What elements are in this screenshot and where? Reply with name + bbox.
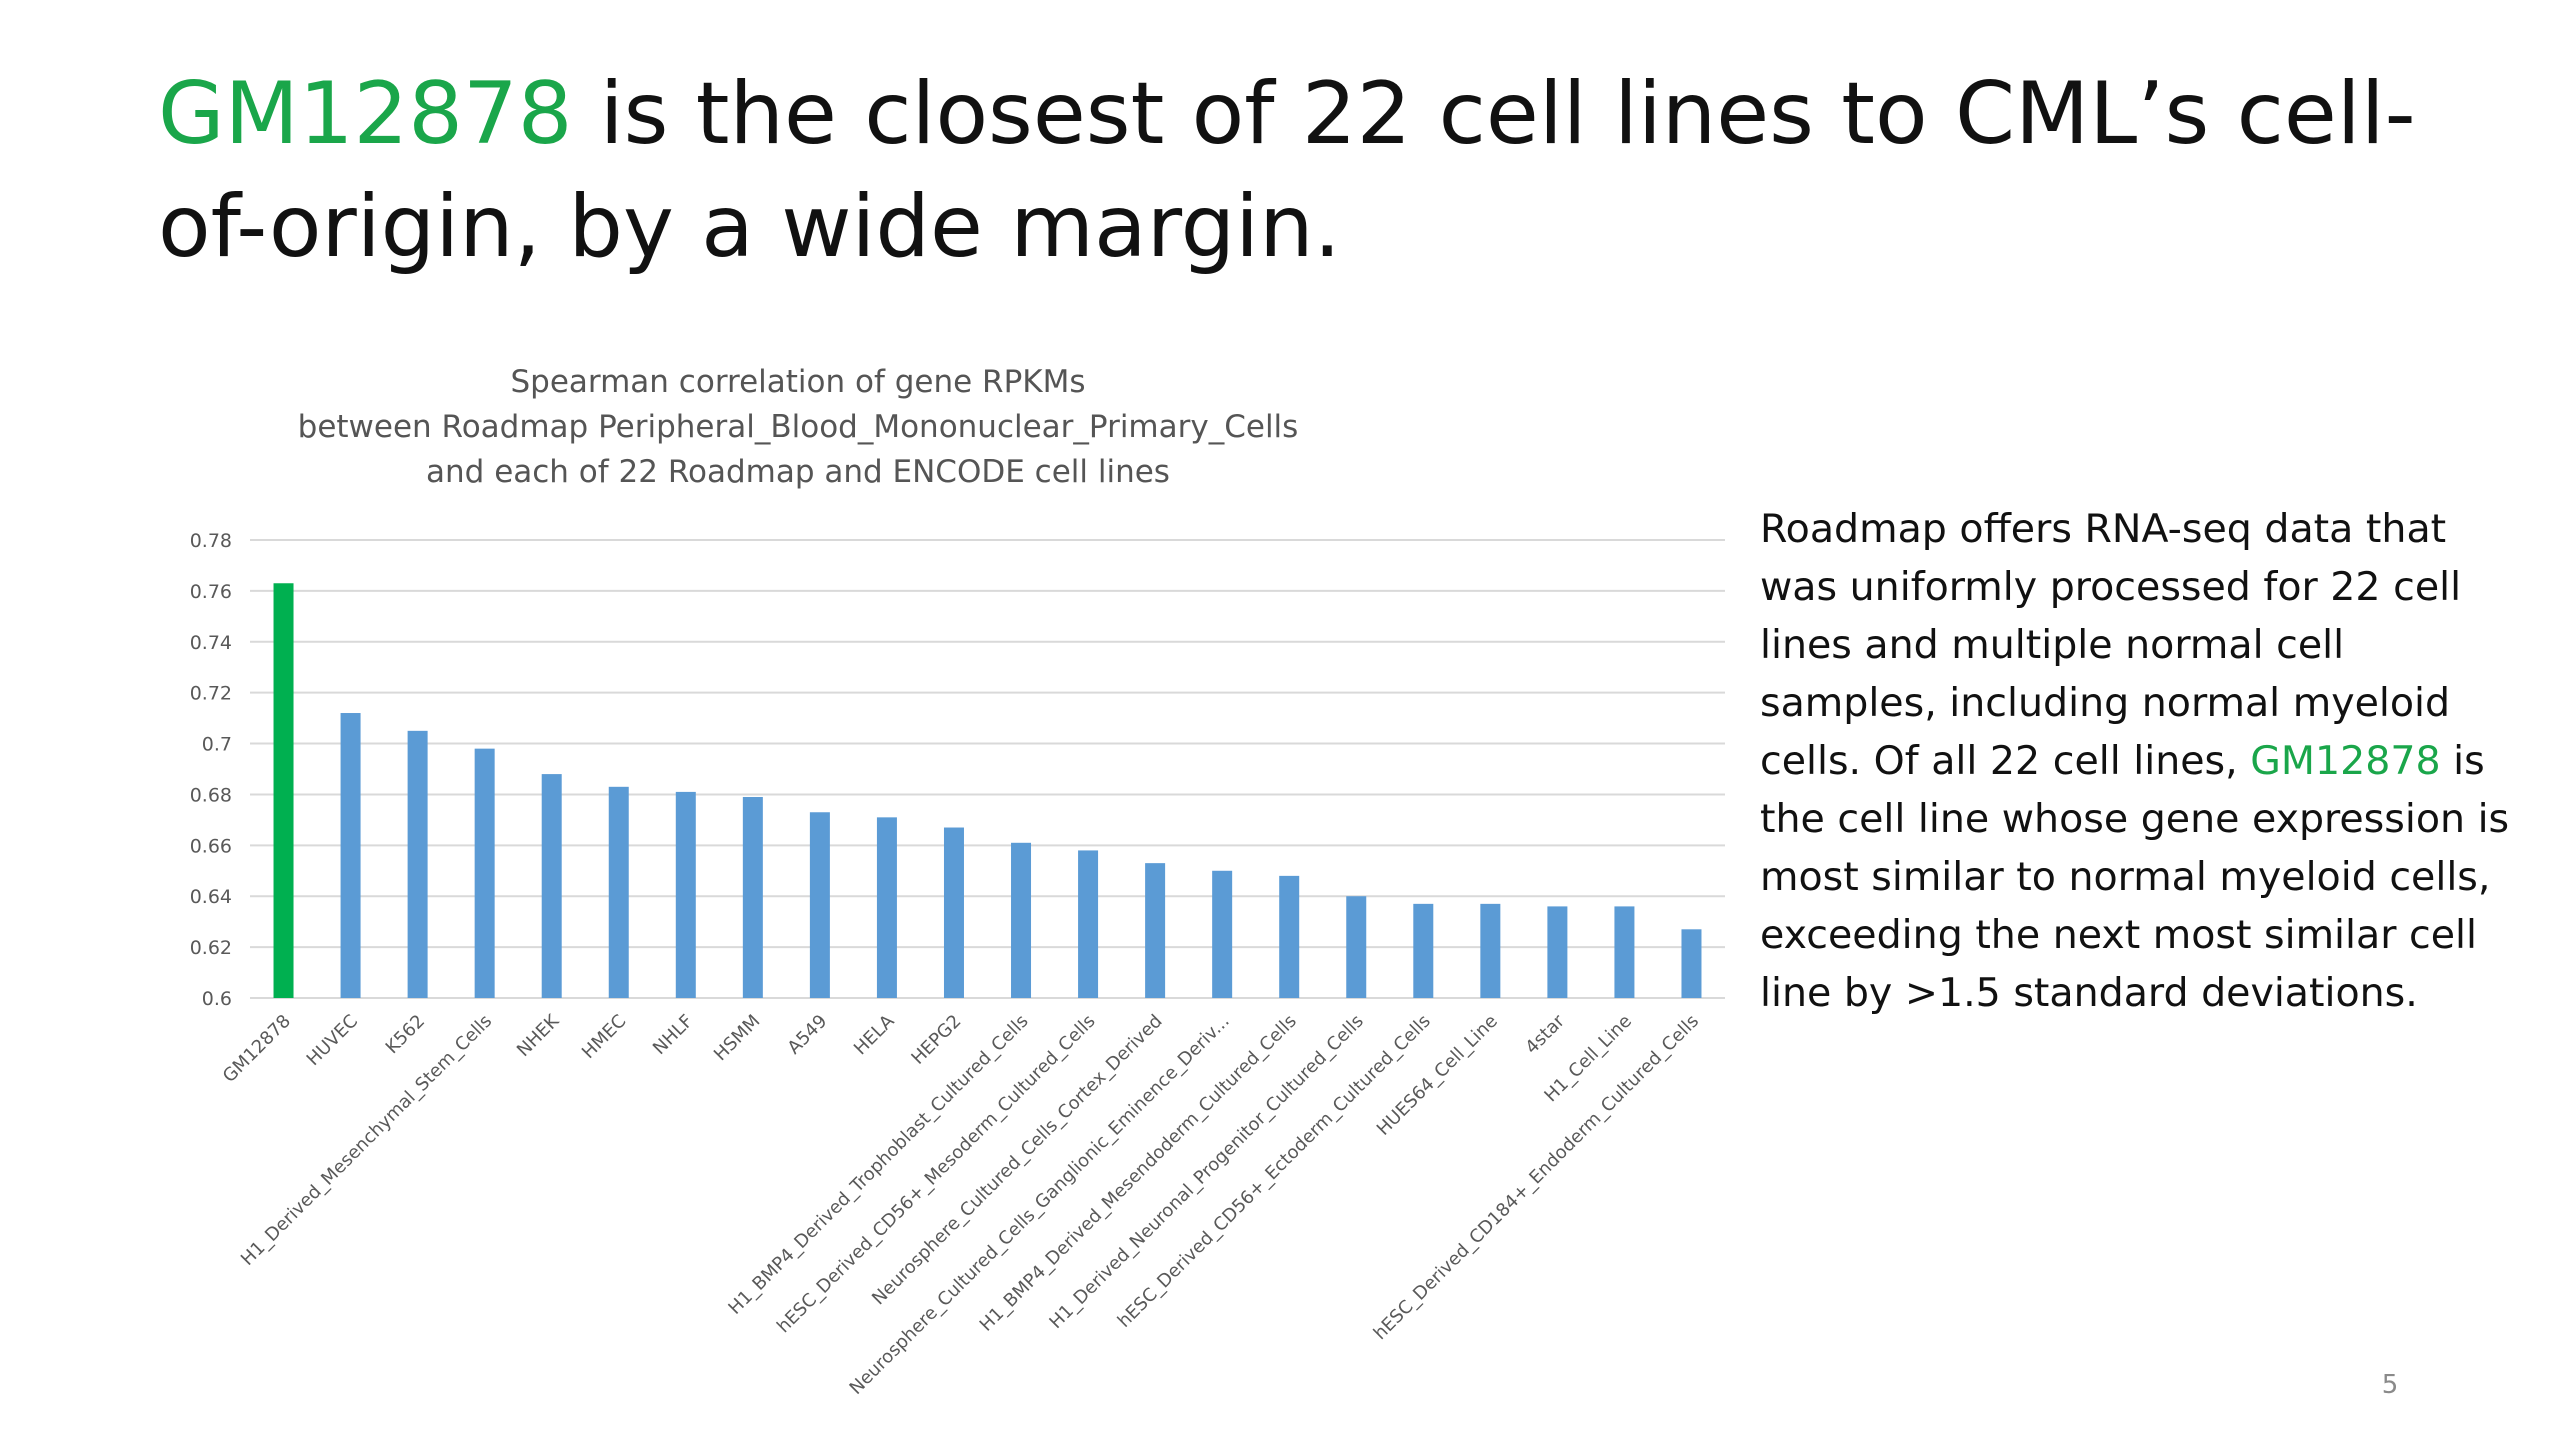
x-tick-label: HSMM: [710, 1011, 764, 1065]
title-rest: is the closest of 22 cell lines to CML’s…: [158, 64, 2416, 277]
y-tick-label: 0.76: [190, 581, 232, 603]
bar-hesc-derived-cd56-mesoderm-cultured-cells: [1078, 850, 1099, 998]
chart-bars: [273, 583, 1702, 998]
x-tick-label: hESC_Derived_CD56+_Ectoderm_Cultured_Cel…: [1114, 1011, 1435, 1332]
y-tick-label: 0.7: [202, 734, 232, 756]
y-axis-tick-labels: 0.6 0.62 0.64 0.66 0.68 0.7 0.72 0.74 0.76 0.78: [190, 530, 232, 1010]
x-tick-label: A549: [784, 1011, 832, 1059]
bar-h1-cell-line: [1614, 906, 1635, 998]
bar-hesc-derived-cd184-endoderm-cultured-cells: [1681, 929, 1702, 998]
y-tick-label: 0.74: [190, 632, 232, 654]
bar-gm12878: [273, 583, 294, 998]
x-tick-label: GM12878: [219, 1011, 295, 1087]
description-part-2: is the cell line whose gene expression i…: [1760, 738, 2510, 1016]
bar-nhlf: [675, 791, 696, 998]
x-tick-label: hESC_Derived_CD56+_Mesoderm_Cultured_Cel…: [773, 1011, 1100, 1338]
bar-h1-derived-neuronal-progenitor-cultured-cells: [1346, 896, 1367, 998]
x-tick-label: HEPG2: [907, 1011, 965, 1069]
chart-title: Spearman correlation of gene RPKMs betwe…: [238, 360, 1358, 495]
y-tick-label: 0.6: [202, 988, 232, 1010]
description-part-1: Roadmap offers RNA-seq data that was uni…: [1760, 506, 2462, 784]
bar-hsmm: [742, 796, 763, 998]
x-tick-label: H1_Derived_Mesenchymal_Stem_Cells: [237, 1011, 496, 1270]
x-tick-label: 4star: [1521, 1010, 1569, 1058]
bar-nhek: [541, 774, 562, 998]
bar-h1-bmp4-derived-trophoblast-cultured-cells: [1011, 842, 1032, 998]
bar-huvec: [340, 713, 361, 998]
x-tick-label: K562: [382, 1011, 429, 1058]
x-tick-label: NHEK: [513, 1010, 564, 1061]
x-tick-label: H1_Derived_Neuronal_Progenitor_Cultured_…: [1045, 1011, 1367, 1333]
bar-h1-derived-mesenchymal-stem-cells: [474, 748, 495, 998]
bar-neurosphere-cultured-cells-ganglionic-eminence-deriv: [1212, 870, 1233, 998]
description-highlight: GM12878: [2250, 738, 2441, 784]
bar-k562: [407, 730, 428, 998]
bar-4star: [1547, 906, 1568, 998]
slide-title: GM12878 is the closest of 22 cell lines …: [158, 58, 2458, 284]
bar-hues64-cell-line: [1480, 903, 1501, 998]
x-axis-tick-labels: GM12878 HUVEC K562H1_Derived_Mesenchymal_S…: [219, 1010, 1703, 1399]
x-tick-label: HUES64_Cell_Line: [1373, 1011, 1502, 1140]
chart-title-line-1: Spearman correlation of gene RPKMs: [510, 364, 1086, 400]
x-tick-label: HELA: [850, 1010, 899, 1059]
x-tick-label: NHLF: [649, 1011, 697, 1059]
bar-hmec: [608, 786, 629, 998]
bar-a549: [809, 812, 830, 998]
bar-hepg2: [943, 827, 964, 998]
x-tick-label: HUVEC: [303, 1011, 362, 1070]
chart-title-line-2: between Roadmap Peripheral_Blood_Mononuc…: [297, 409, 1299, 445]
y-tick-label: 0.68: [190, 784, 232, 806]
bar-hesc-derived-cd56-ectoderm-cultured-cells: [1413, 903, 1434, 998]
y-tick-label: 0.66: [190, 835, 232, 857]
description-text: Roadmap offers RNA-seq data that was uni…: [1760, 500, 2520, 1022]
bar-neurosphere-cultured-cells-cortex-derived: [1145, 863, 1166, 998]
x-tick-label: HMEC: [578, 1011, 630, 1063]
bar-h1-bmp4-derived-mesendoderm-cultured-cells: [1279, 875, 1300, 998]
y-tick-label: 0.64: [190, 886, 232, 908]
page-number: 5: [2381, 1370, 2399, 1400]
y-tick-label: 0.62: [190, 937, 232, 959]
y-tick-label: 0.78: [190, 530, 232, 552]
bar-hela: [876, 817, 897, 998]
x-tick-label: hESC_Derived_CD184+_Endoderm_Cultured_Ce…: [1370, 1011, 1703, 1344]
title-highlight: GM12878: [158, 64, 573, 164]
chart-gridlines: [250, 539, 1725, 999]
y-tick-label: 0.72: [190, 683, 232, 705]
x-tick-label: H1_BMP4_Derived_Mesendoderm_Cultured_Cel…: [976, 1011, 1301, 1336]
chart-title-line-3: and each of 22 Roadmap and ENCODE cell l…: [426, 454, 1170, 490]
